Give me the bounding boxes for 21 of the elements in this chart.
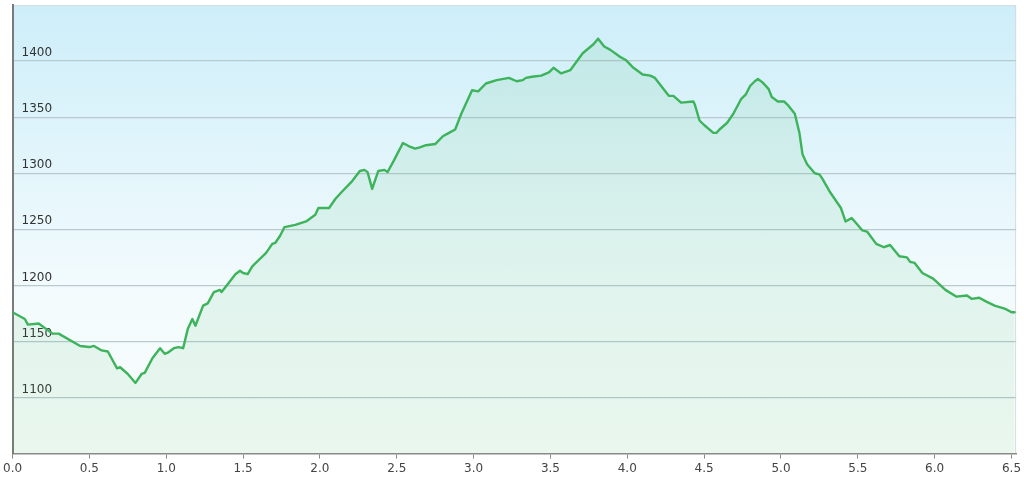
x-tick-label: 5.5 [848, 460, 868, 475]
x-tick-label: 6.0 [925, 460, 945, 475]
x-tick-label: 4.5 [694, 460, 714, 475]
x-tick-label: 1.0 [156, 460, 176, 475]
x-tick-label: 5.0 [771, 460, 791, 475]
y-tick-label: 1350 [21, 101, 53, 116]
x-tick-label: 2.5 [387, 460, 407, 475]
y-tick-label: 1400 [21, 45, 53, 60]
x-tick-label: 1.5 [233, 460, 253, 475]
y-tick-label: 1300 [21, 157, 53, 172]
x-tick-label: 4.0 [617, 460, 637, 475]
x-tick-label: 3.0 [464, 460, 484, 475]
x-tick-label: 0.5 [79, 460, 99, 475]
y-tick-label: 1150 [21, 325, 53, 340]
x-tick-label: 3.5 [540, 460, 560, 475]
x-tick-label: 6.5 [1001, 460, 1022, 475]
y-tick-label: 1100 [21, 381, 53, 396]
x-tick-label: 0.0 [3, 460, 23, 475]
x-tick-label: 2.0 [310, 460, 330, 475]
y-tick-label: 1200 [21, 269, 53, 284]
y-tick-label: 1250 [21, 213, 53, 228]
